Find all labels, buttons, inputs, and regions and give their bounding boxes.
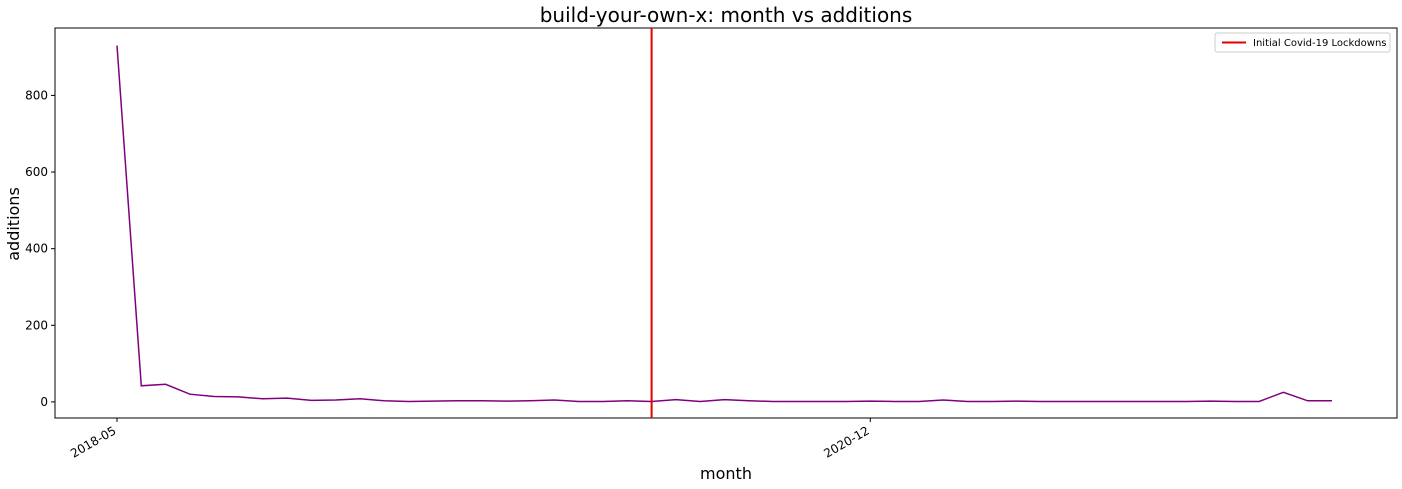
series-line — [116, 45, 1332, 403]
y-tick-label: 400 — [25, 242, 48, 256]
plot-frame — [54, 27, 1398, 419]
chart-title: build-your-own-x: month vs additions — [540, 3, 913, 27]
y-tick-label: 200 — [25, 318, 48, 332]
x-axis-label: month — [700, 464, 752, 483]
y-axis-label: additions — [4, 187, 23, 261]
legend: Initial Covid-19 Lockdowns — [1214, 32, 1391, 53]
legend-box — [1214, 32, 1391, 53]
y-tick-label: 0 — [40, 395, 48, 409]
legend-entry-label: Initial Covid-19 Lockdowns — [1253, 38, 1387, 49]
y-tick-label: 800 — [25, 88, 48, 102]
y-tick-label: 600 — [25, 165, 48, 179]
